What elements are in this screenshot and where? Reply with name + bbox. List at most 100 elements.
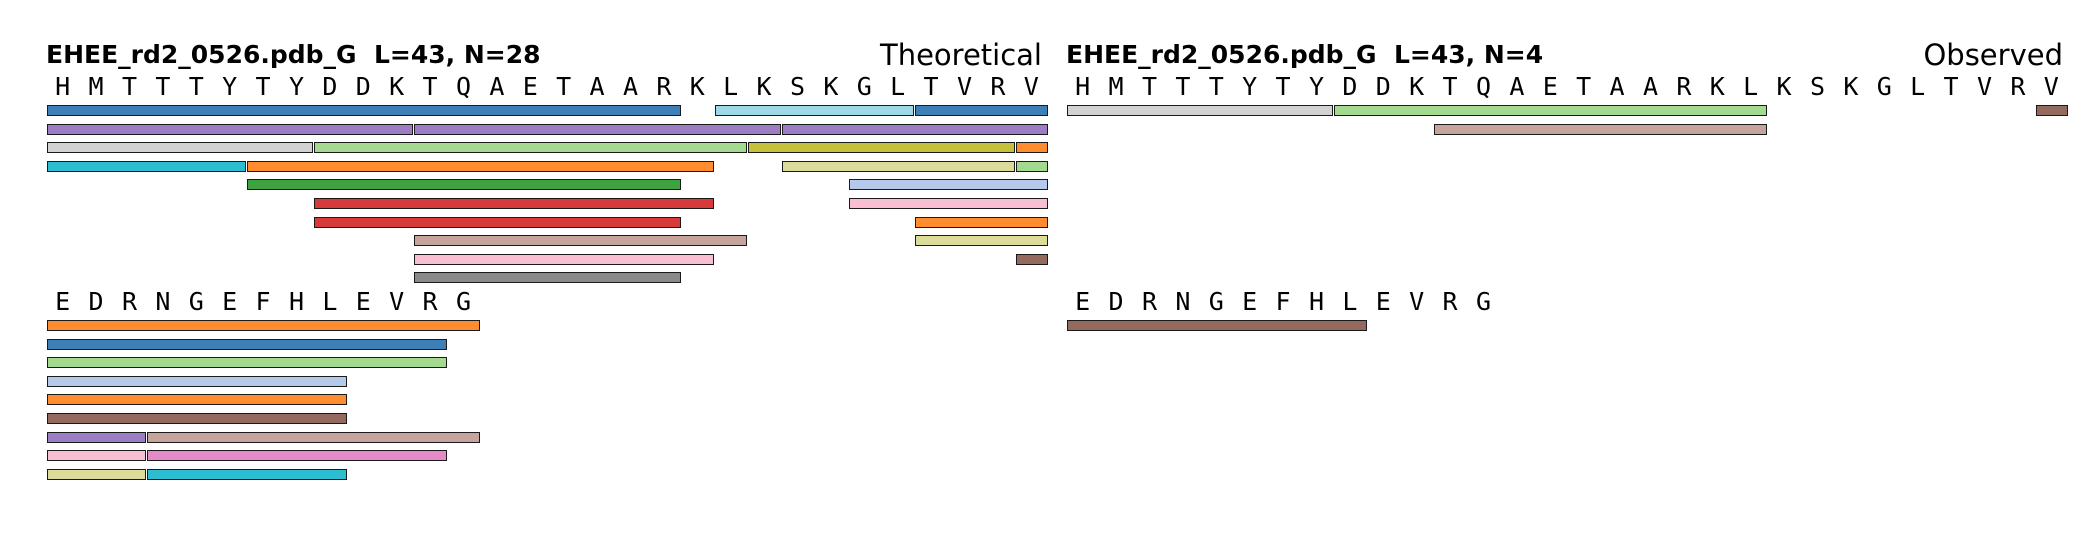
residue-letter: A <box>1642 72 1659 101</box>
peptide-bar <box>47 142 314 154</box>
residue-letter: E <box>55 287 71 316</box>
residue-letter: M <box>88 72 104 101</box>
peptide-bar <box>1015 142 1048 154</box>
peptide-bar <box>47 450 147 462</box>
residue-letter: H <box>288 287 305 316</box>
residue-letter: D <box>1342 72 1358 101</box>
residue-letter: E <box>1075 287 1091 316</box>
residue-letter: G <box>188 287 204 316</box>
residue-letter: L <box>723 72 739 101</box>
residue-letter: K <box>389 72 405 101</box>
peptide-bar <box>247 160 714 172</box>
peptide-bar <box>147 431 481 443</box>
residue-letter: L <box>1743 72 1759 101</box>
peptide-bar <box>1334 105 1768 116</box>
residue-letter: E <box>522 72 538 101</box>
peptide-bar <box>715 105 915 116</box>
residue-letter: G <box>856 72 872 101</box>
peptide-bar <box>314 198 714 209</box>
residue-letter: T <box>1442 72 1458 101</box>
residue-letter: R <box>990 72 1006 101</box>
residue-letter: R <box>1442 287 1458 316</box>
peptide-bar <box>47 468 147 480</box>
peptide-bar <box>47 160 247 172</box>
observed-panel: EHEE_rd2_0526.pdb_G L=43, N=4 Observed H… <box>1020 0 2068 540</box>
residue-letter: R <box>2010 72 2026 101</box>
peptide-bar <box>1015 253 1048 265</box>
peptide-bar <box>2035 105 2068 116</box>
panel-label: Observed <box>1923 38 2063 72</box>
residue-letter: D <box>1375 72 1391 101</box>
panel-title: EHEE_rd2_0526.pdb_G L=43, N=4 <box>1066 40 1544 69</box>
residue-letter: M <box>1108 72 1124 101</box>
peptide-bar <box>47 105 681 116</box>
residue-letter: V <box>956 72 973 101</box>
residue-letter: G <box>1475 287 1492 316</box>
residue-letter: K <box>1409 72 1425 101</box>
residue-letter: T <box>1141 72 1158 101</box>
residue-letter: H <box>55 72 71 101</box>
residue-letter: K <box>1776 72 1792 101</box>
residue-letter: Y <box>1308 72 1325 101</box>
residue-letter: K <box>689 72 705 101</box>
residue-letter: D <box>355 72 371 101</box>
peptide-bar <box>47 320 481 331</box>
residue-letter: H <box>1308 287 1325 316</box>
residue-letter: R <box>1141 287 1158 316</box>
residue-letter: D <box>322 72 338 101</box>
residue-letter: T <box>1175 72 1191 101</box>
peptide-bar <box>781 160 1015 172</box>
residue-letter: E <box>1542 72 1558 101</box>
peptide-bar <box>915 216 1048 228</box>
residue-letter: G <box>1876 72 1892 101</box>
peptide-bar <box>848 179 1048 191</box>
peptide-bar <box>47 375 347 387</box>
peptide-bar <box>414 272 681 284</box>
peptide-bar <box>414 123 781 135</box>
residue-letter: T <box>1943 72 1959 101</box>
residue-letter: V <box>2043 72 2059 101</box>
residue-letter: A <box>622 72 639 101</box>
peptide-bar <box>47 431 147 443</box>
residue-letter: K <box>823 72 839 101</box>
residue-letter: K <box>1709 72 1725 101</box>
residue-letter: V <box>389 287 405 316</box>
peptide-bar <box>1067 320 1367 331</box>
residue-letter: N <box>1175 287 1191 316</box>
residue-letter: T <box>121 72 138 101</box>
peptide-bar <box>314 142 748 154</box>
residue-letter: S <box>1809 72 1826 101</box>
residue-letter: E <box>222 287 238 316</box>
residue-letter: R <box>656 72 672 101</box>
residue-letter: L <box>1342 287 1358 316</box>
residue-letter: L <box>322 287 338 316</box>
residue-letter: T <box>422 72 438 101</box>
residue-letter: V <box>1023 72 1039 101</box>
residue-letter: E <box>1242 287 1258 316</box>
residue-letter: V <box>1409 287 1425 316</box>
peptide-bar <box>314 216 681 228</box>
residue-letter: Q <box>455 72 472 101</box>
residue-letter: G <box>455 287 472 316</box>
residue-letter: Q <box>1475 72 1492 101</box>
panel-label: Theoretical <box>879 38 1042 72</box>
peptide-bar <box>848 198 1048 209</box>
residue-letter: R <box>1676 72 1692 101</box>
residue-letter: Y <box>222 72 238 101</box>
peptide-bar <box>915 105 1048 116</box>
residue-letter: L <box>890 72 906 101</box>
panel-title: EHEE_rd2_0526.pdb_G L=43, N=28 <box>46 40 541 69</box>
residue-letter: E <box>1375 287 1391 316</box>
residue-letter: T <box>188 72 204 101</box>
peptide-bar <box>47 338 447 350</box>
residue-letter: T <box>1275 72 1291 101</box>
residue-letter: G <box>1208 287 1224 316</box>
residue-letter: L <box>1910 72 1926 101</box>
residue-letter: F <box>255 287 271 316</box>
peptide-bar <box>47 394 347 406</box>
residue-letter: F <box>1275 287 1291 316</box>
peptide-bar <box>47 357 447 369</box>
peptide-bar <box>1067 105 1334 116</box>
peptide-bar <box>147 450 447 462</box>
theoretical-panel: EHEE_rd2_0526.pdb_G L=43, N=28 Theoretic… <box>0 0 1048 540</box>
